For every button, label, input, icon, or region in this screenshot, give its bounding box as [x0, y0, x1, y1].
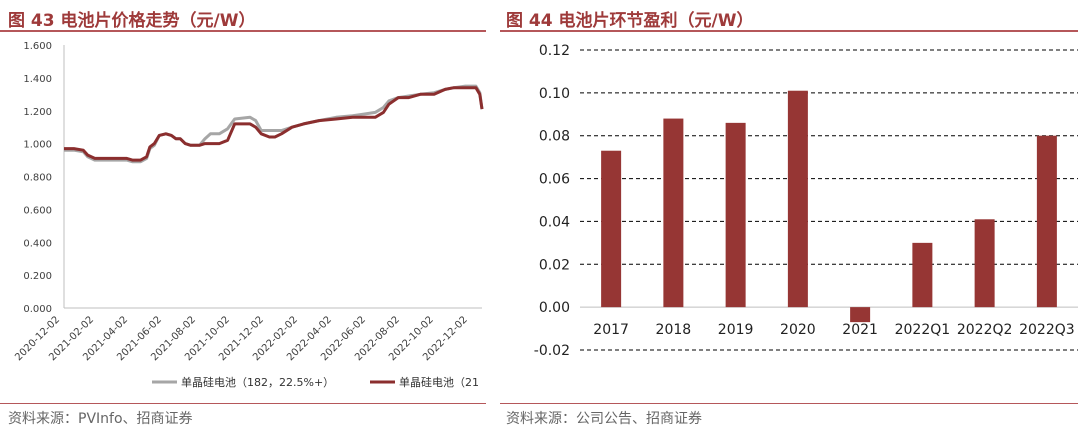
bar [725, 122, 746, 308]
x-category-label: 2022Q3 [1019, 322, 1075, 338]
y-tick-label: 0.10 [539, 86, 570, 102]
y-tick-label: 0.04 [539, 214, 570, 230]
right-figure-title: 图 44 电池片环节盈利（元/W） [506, 11, 754, 31]
y-tick-label: 0.08 [539, 129, 570, 145]
x-category-label: 2021 [842, 322, 878, 338]
left-figure-title: 图 43 电池片价格走势（元/W） [8, 11, 256, 31]
left-title-rule [0, 30, 486, 32]
y-tick-label: 1.400 [23, 74, 52, 85]
bar [1036, 135, 1057, 308]
bar [850, 307, 871, 323]
y-tick-label: 0.800 [23, 173, 52, 184]
y-tick-label: 0.12 [539, 43, 570, 59]
y-tick-label: -0.02 [534, 343, 570, 359]
y-tick-label: 0.600 [23, 205, 52, 216]
right-figure-panel: 图 44 电池片环节盈利（元/W） -0.02 0.00 0.02 0.04 0.06 0… [500, 0, 1080, 430]
bar [912, 242, 933, 308]
y-tick-label: 0.02 [539, 257, 570, 273]
right-source-note: 资料来源：公司公告、招商证券 [506, 411, 702, 427]
right-bottom-rule [500, 403, 1078, 404]
bar [974, 219, 995, 308]
left-figure-panel: 图 43 电池片价格走势（元/W） 0.000 0.200 0.400 0.600 0.… [0, 11, 486, 427]
x-category-label: 2022Q2 [957, 322, 1013, 338]
y-tick-label: 0.00 [539, 300, 570, 316]
left-source-note: 资料来源：PVInfo、招商证券 [8, 411, 193, 427]
y-tick-label: 0.400 [23, 238, 52, 249]
legend-label-210: 单晶硅电池（21 [399, 376, 479, 389]
x-category-label: 2017 [593, 322, 629, 338]
y-tick-label: 0.000 [23, 304, 52, 315]
series-line-182 [64, 84, 484, 164]
x-category-label: 2018 [656, 322, 692, 338]
y-tick-label: 0.06 [539, 172, 570, 188]
x-category-label: 2020 [780, 322, 816, 338]
y-tick-label: 1.200 [23, 107, 52, 118]
price-line-chart: 0.000 0.200 0.400 0.600 0.800 1.000 1.200 1.400… [13, 41, 484, 389]
left-bottom-rule [0, 403, 486, 404]
bar [787, 90, 808, 308]
x-category-label: 2022Q1 [895, 322, 951, 338]
y-tick-label: 0.200 [23, 271, 52, 282]
y-tick-label: 1.600 [23, 41, 52, 52]
bar [663, 118, 684, 308]
series-line-210 [64, 86, 484, 162]
bar [601, 150, 622, 308]
y-tick-label: 1.000 [23, 140, 52, 151]
legend-label-182: 单晶硅电池（182，22.5%+） [181, 376, 334, 389]
profit-bar-chart: -0.02 0.00 0.02 0.04 0.06 0.08 0.10 0.12 2017 201… [534, 43, 1078, 359]
right-title-rule [500, 30, 1078, 32]
x-category-label: 2019 [718, 322, 754, 338]
